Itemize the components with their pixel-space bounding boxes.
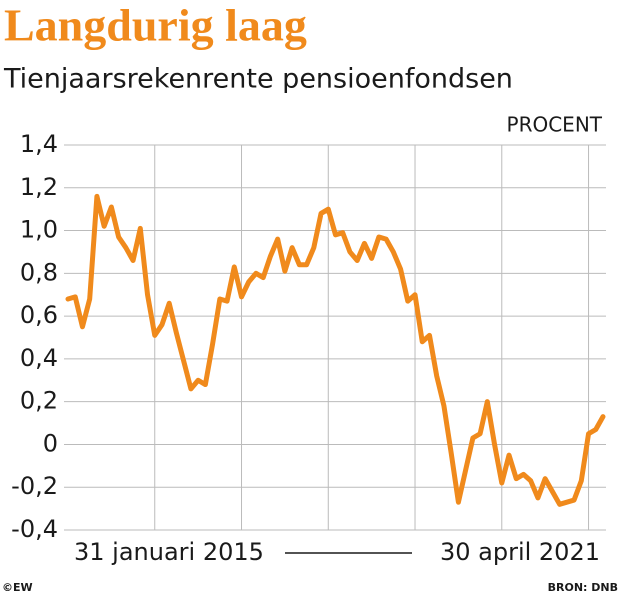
y-tick-label: 0,6 xyxy=(20,301,58,329)
x-tick-label: 31 januari 2015 xyxy=(74,538,264,566)
chart-title: Langdurig laag xyxy=(4,0,307,51)
y-tick-label: 0 xyxy=(43,429,58,457)
y-tick-label: -0,2 xyxy=(11,472,58,500)
unit-label: PROCENT xyxy=(507,113,603,137)
y-tick-label: 1,0 xyxy=(20,216,58,244)
chart-subtitle: Tienjaarsrekenrente pensioenfondsen xyxy=(3,64,513,95)
y-tick-label: -0,4 xyxy=(11,515,58,543)
y-tick-label: 0,2 xyxy=(20,387,58,415)
credit: ©EW xyxy=(2,581,33,594)
y-tick-label: 1,2 xyxy=(20,173,58,201)
y-tick-label: 1,4 xyxy=(20,130,58,158)
y-tick-label: 0,4 xyxy=(20,344,58,372)
data-line xyxy=(65,193,606,507)
y-tick-label: 0,8 xyxy=(20,258,58,286)
x-tick-label: 30 april 2021 xyxy=(440,538,600,566)
source: BRON: DNB xyxy=(548,581,618,594)
